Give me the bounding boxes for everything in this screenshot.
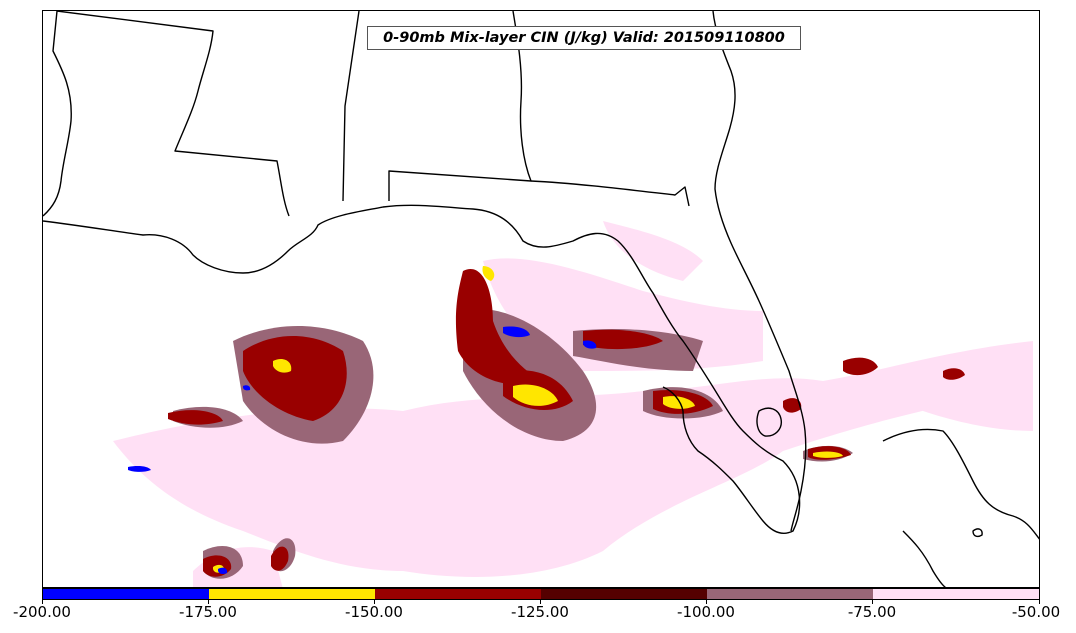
colorbar-tick: [872, 600, 873, 604]
louisiana-border: [43, 11, 72, 217]
colorbar-tick: [42, 600, 43, 604]
colorbar-segment-5: [707, 589, 873, 599]
colorbar-segment-2: [209, 589, 375, 599]
colorbar-label: -200.00: [13, 603, 71, 621]
yucatan-coast: [902, 530, 947, 587]
colorbar-label: -175.00: [179, 603, 237, 621]
colorbar-segment-1: [43, 589, 209, 599]
colorbar-segment-3: [375, 589, 541, 599]
colorbar-label: -75.00: [847, 603, 897, 621]
colorbar-tick: [1039, 600, 1040, 604]
map-frame: 0-90mb Mix-layer CIN (J/kg) Valid: 20150…: [42, 10, 1040, 588]
colorbar-tick: [540, 600, 541, 604]
colorbar-tick: [208, 600, 209, 604]
map-plot: [43, 11, 1039, 587]
cin-shading-blue: [128, 326, 597, 575]
colorbar-segment-6: [873, 589, 1039, 599]
colorbar: [42, 588, 1040, 600]
colorbar-label: -150.00: [345, 603, 403, 621]
colorbar-segment-4: [541, 589, 707, 599]
colorbar-label: -100.00: [677, 603, 735, 621]
map-outlines: [43, 11, 1039, 587]
state-line-ga-fl: [530, 180, 690, 207]
colorbar-tick: [374, 600, 375, 604]
colorbar-label: -50.00: [1011, 603, 1061, 621]
map-title: 0-90mb Mix-layer CIN (J/kg) Valid: 20150…: [367, 26, 801, 50]
island-bahamas: [972, 528, 983, 538]
colorbar-label: -125.00: [511, 603, 569, 621]
gulf-coastline: [43, 204, 801, 534]
colorbar-tick: [706, 600, 707, 604]
state-line-la-ms: [56, 11, 290, 217]
atlantic-coastline: [712, 11, 807, 532]
state-line-ms-al: [342, 11, 360, 202]
lake-okeechobee: [756, 407, 782, 437]
cuba-coast: [882, 428, 1039, 540]
